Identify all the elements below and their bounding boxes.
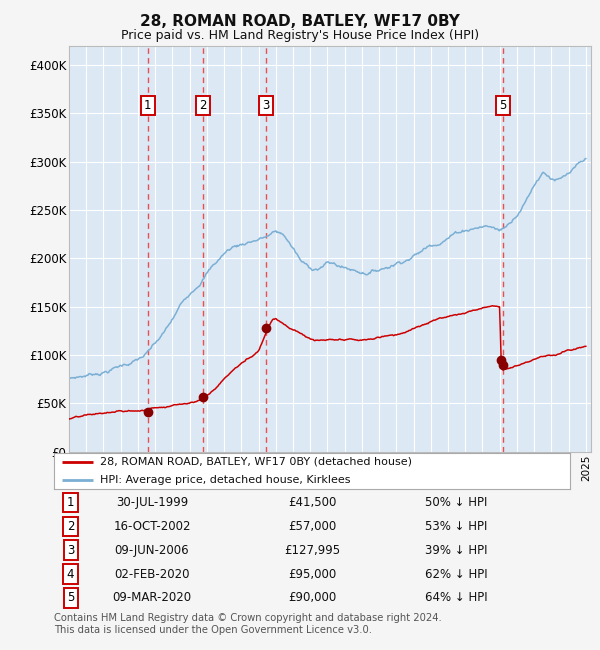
Text: 1: 1 [144, 99, 151, 112]
Text: 1: 1 [67, 496, 74, 509]
Text: Contains HM Land Registry data © Crown copyright and database right 2024.
This d: Contains HM Land Registry data © Crown c… [54, 613, 442, 634]
Text: 64% ↓ HPI: 64% ↓ HPI [425, 592, 488, 604]
Text: 3: 3 [262, 99, 270, 112]
Text: 16-OCT-2002: 16-OCT-2002 [113, 520, 191, 533]
Text: 3: 3 [67, 543, 74, 556]
Text: £127,995: £127,995 [284, 543, 340, 556]
Text: £95,000: £95,000 [288, 567, 336, 580]
Text: Price paid vs. HM Land Registry's House Price Index (HPI): Price paid vs. HM Land Registry's House … [121, 29, 479, 42]
Text: £57,000: £57,000 [288, 520, 336, 533]
Text: 30-JUL-1999: 30-JUL-1999 [116, 496, 188, 509]
Text: 5: 5 [67, 592, 74, 604]
Text: 2: 2 [199, 99, 207, 112]
Text: 4: 4 [67, 567, 74, 580]
Text: 39% ↓ HPI: 39% ↓ HPI [425, 543, 488, 556]
Text: 09-MAR-2020: 09-MAR-2020 [112, 592, 191, 604]
Text: 2: 2 [67, 520, 74, 533]
Text: £90,000: £90,000 [288, 592, 336, 604]
Text: 53% ↓ HPI: 53% ↓ HPI [425, 520, 488, 533]
Text: 5: 5 [499, 99, 506, 112]
Text: 28, ROMAN ROAD, BATLEY, WF17 0BY: 28, ROMAN ROAD, BATLEY, WF17 0BY [140, 14, 460, 29]
Text: 28, ROMAN ROAD, BATLEY, WF17 0BY (detached house): 28, ROMAN ROAD, BATLEY, WF17 0BY (detach… [100, 457, 412, 467]
Text: 02-FEB-2020: 02-FEB-2020 [114, 567, 190, 580]
Text: 09-JUN-2006: 09-JUN-2006 [115, 543, 190, 556]
Text: 50% ↓ HPI: 50% ↓ HPI [425, 496, 488, 509]
Text: £41,500: £41,500 [288, 496, 336, 509]
Text: HPI: Average price, detached house, Kirklees: HPI: Average price, detached house, Kirk… [100, 475, 351, 485]
Text: 62% ↓ HPI: 62% ↓ HPI [425, 567, 488, 580]
